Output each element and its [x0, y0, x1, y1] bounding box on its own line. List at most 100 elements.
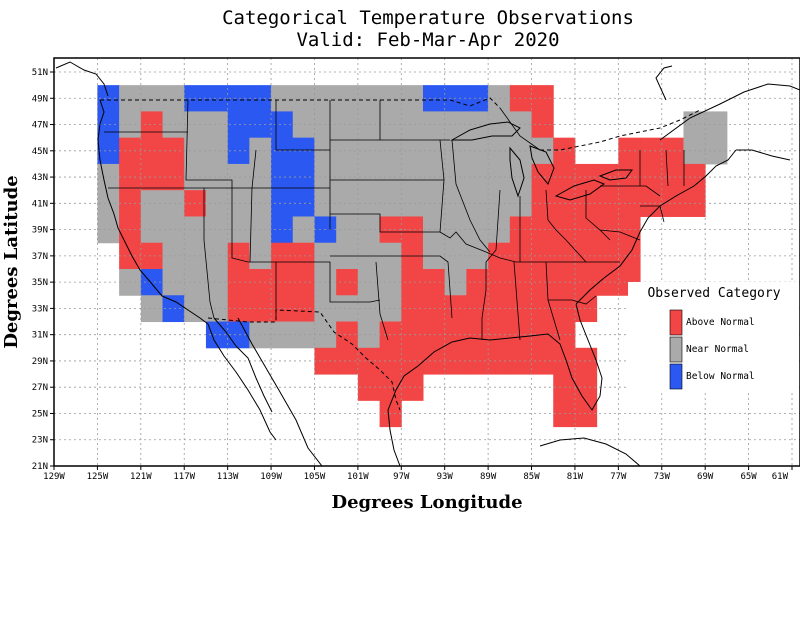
grid-cell [162, 85, 185, 112]
x-tick-label: 117W [173, 472, 195, 482]
grid-cell [357, 321, 381, 349]
grid-cell [140, 216, 164, 244]
grid-cell [140, 137, 164, 165]
state-boundaries [104, 99, 685, 341]
grid-cell [401, 137, 424, 165]
grid-cell [466, 137, 489, 165]
grid-cell [661, 137, 684, 165]
grid-cell [401, 216, 424, 244]
grid-cell [140, 242, 164, 270]
grid-cell [661, 190, 684, 217]
grid-cell [271, 295, 294, 323]
y-tick-label: 27N [32, 383, 48, 393]
grid-cell [574, 347, 598, 375]
grid-cell [271, 190, 294, 217]
grid-cell [466, 111, 489, 139]
grid-cell [271, 242, 294, 270]
y-tick-label: 23N [32, 436, 48, 446]
grid-cell [97, 216, 120, 244]
grid-cell [97, 163, 120, 191]
y-tick-label: 43N [32, 173, 48, 183]
x-tick-label: 105W [304, 472, 326, 482]
y-tick-label: 33N [32, 304, 48, 314]
x-tick-label: 89W [480, 472, 497, 482]
grid-cell [336, 321, 359, 349]
grid-cell [162, 216, 185, 244]
grid-cell [574, 163, 598, 191]
us-mexico-border [100, 97, 701, 411]
grid-cell [401, 374, 424, 401]
grid-cell [140, 111, 164, 139]
grid-cell [336, 347, 359, 375]
grid-cell [140, 295, 164, 323]
grid-cell [227, 163, 250, 191]
coastline-outlines [55, 61, 800, 466]
grid-cell [531, 190, 554, 217]
x-tick-label: 65W [740, 472, 757, 482]
grid-cell [97, 190, 120, 217]
grid-cell [336, 111, 359, 139]
grid-cell [271, 269, 294, 296]
grid-cell [596, 269, 619, 296]
grid-cell [336, 269, 359, 296]
grid-cell [336, 190, 359, 217]
grid-cell [162, 111, 185, 139]
y-axis-title: Degrees Latitude [1, 175, 22, 348]
x-tick-label: 125W [87, 472, 109, 482]
grid-cell [162, 190, 185, 217]
grid-cell [574, 400, 598, 428]
grid-cell [227, 190, 250, 217]
grid-cell [357, 269, 381, 296]
x-tick-label: 93W [437, 472, 454, 482]
grid-cell [162, 269, 185, 296]
grid-cell [531, 85, 554, 112]
grid-cell [401, 163, 424, 191]
grid-cell [574, 269, 598, 296]
grid-cell [205, 137, 229, 165]
grid-cell [357, 111, 381, 139]
grid-cell [574, 374, 598, 401]
grid-cell [357, 85, 381, 112]
x-tick-label: 61W [772, 472, 789, 482]
grid-cell [401, 85, 424, 112]
graticule-grid [54, 58, 800, 466]
grid-cell [336, 163, 359, 191]
grid-cell [466, 190, 489, 217]
grid-cell [227, 269, 250, 296]
x-tick-labels: 129W 125W 121W 117W 113W 109W 105W 101W 97W 93W 89… [43, 466, 793, 482]
y-tick-label: 25N [32, 409, 48, 419]
grid-cell [205, 216, 229, 244]
y-tick-label: 21N [32, 462, 48, 472]
grid-cell [401, 190, 424, 217]
x-tick-label: 101W [347, 472, 369, 482]
grid-cell [205, 269, 229, 296]
x-tick-label: 69W [697, 472, 714, 482]
map-frame [53, 57, 800, 467]
grid-cell [640, 163, 663, 191]
x-tick-label: 113W [217, 472, 239, 482]
x-tick-label: 129W [43, 472, 65, 482]
grid-cell [401, 269, 424, 296]
grid-cell [227, 137, 250, 165]
grid-cell [596, 190, 619, 217]
grid-cell [466, 269, 489, 296]
grid-cell [292, 111, 315, 139]
grid-cell [292, 190, 315, 217]
legend-background [628, 282, 798, 392]
grid-cell [292, 321, 315, 349]
title-line1: Categorical Temperature Observations [222, 7, 634, 29]
grid-cell [401, 321, 424, 349]
grid-cell [205, 111, 229, 139]
grid-cell [531, 269, 554, 296]
x-axis-title: Degrees Longitude [331, 492, 522, 513]
legend-items: Above Normal Near Normal Below Normal [669, 309, 755, 390]
grid-cell [466, 163, 489, 191]
grid-cell [162, 163, 185, 191]
grid-cell [162, 295, 185, 323]
y-tick-label: 41N [32, 199, 48, 209]
grid-cell [292, 163, 315, 191]
grid-cell [705, 137, 728, 165]
legend-label: Above Normal [686, 317, 755, 328]
grid-cell [162, 137, 185, 165]
grid-cell [531, 242, 554, 270]
